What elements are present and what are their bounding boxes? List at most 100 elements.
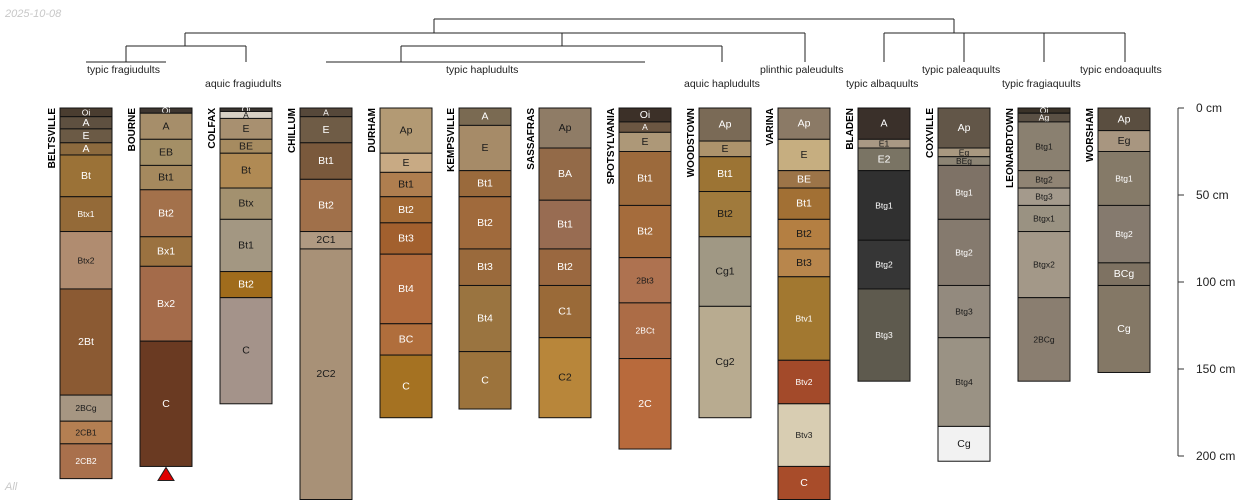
horizon-label: E2 [878, 153, 891, 165]
horizon-kempsville-4 [458, 248, 512, 286]
horizon-label: Eg [959, 147, 970, 157]
horizon-sassafras-5 [538, 337, 592, 419]
classification-label: aquic fragiudults [205, 78, 281, 90]
classification-label: typic paleaquults [922, 64, 1000, 76]
axis-tick-label: 50 cm [1196, 188, 1229, 202]
horizon-label: C2 [558, 372, 572, 384]
horizon-label: Bt2 [318, 199, 334, 211]
horizon-kempsville-5 [458, 284, 512, 353]
horizon-label: E1 [879, 139, 890, 149]
horizon-label: Ap [798, 118, 811, 130]
horizon-bourne-2 [139, 138, 193, 166]
horizon-label: Btgx1 [1033, 213, 1055, 223]
horizon-label: Btv1 [795, 314, 812, 324]
horizon-label: Btg3 [955, 307, 973, 317]
horizon-woodstown-3 [698, 191, 752, 238]
axis-tick-label: 0 cm [1196, 101, 1222, 115]
horizon-label: 2C [638, 398, 652, 410]
horizon-bourne-3 [139, 164, 193, 191]
horizon-chillum-5 [299, 248, 353, 500]
horizon-label: E [800, 149, 807, 161]
horizon-sassafras-0 [538, 107, 592, 149]
horizon-woodstown-2 [698, 156, 752, 193]
horizon-label: Btx [238, 198, 254, 210]
horizon-label: Bt1 [637, 172, 653, 184]
profile-sassafras: Ap BA Bt1 Bt2 C1 C2 SASSAFRAS [526, 107, 592, 419]
horizon-label: Btg1 [1035, 141, 1053, 151]
horizon-label: Bt4 [477, 313, 493, 325]
horizon-label: A [642, 122, 648, 132]
profile-woodstown: Ap E Bt1 Bt2 Cg1 Cg2 WOODSTOWN [686, 107, 752, 419]
horizon-leonardtown-5 [1017, 204, 1071, 233]
truncation-marker [157, 466, 175, 481]
horizon-durham-0 [379, 107, 433, 154]
horizon-label: BEg [956, 156, 972, 166]
horizon-spotsylvania-5 [618, 257, 672, 304]
classification-label: typic endoaquults [1080, 64, 1162, 76]
horizon-label: Bt2 [557, 261, 573, 273]
horizon-bladen-5 [857, 288, 911, 382]
horizon-label: Oi [1040, 106, 1049, 116]
horizon-label: BCg [1114, 268, 1135, 280]
horizon-label: Btx2 [77, 255, 94, 265]
horizon-woodstown-4 [698, 236, 752, 307]
profile-bladen: A E1 E2 Btg1 Btg2 Btg3 BLADEN [845, 107, 911, 382]
horizon-spotsylvania-3 [618, 151, 672, 206]
horizon-label: Btx1 [77, 209, 94, 219]
horizon-label: Bt1 [717, 168, 733, 180]
horizon-beltsville-8 [59, 394, 113, 422]
profile-worsham: Ap Eg Btg1 Btg2 BCg Cg WORSHAM [1085, 107, 1151, 373]
horizon-label: Bt2 [158, 207, 174, 219]
profile-name: WORSHAM [1085, 108, 1096, 162]
classification-label: aquic hapludults [684, 78, 760, 90]
horizon-label: C [242, 345, 250, 357]
horizon-kempsville-3 [458, 196, 512, 250]
profiles: OiAEABtBtx1Btx22Bt2BCg2CB12CB2BELTSVILLE… [47, 105, 1151, 500]
horizon-kempsville-2 [458, 170, 512, 198]
horizon-label: Ap [1118, 113, 1131, 125]
horizon-label: Bt1 [796, 198, 812, 210]
horizon-label: A [243, 110, 249, 120]
horizon-label: Bt2 [637, 226, 653, 238]
horizon-leonardtown-6 [1017, 231, 1071, 299]
horizon-sassafras-4 [538, 284, 592, 339]
horizon-woodstown-0 [698, 107, 752, 142]
horizon-spotsylvania-7 [618, 358, 672, 450]
horizon-label: C [481, 374, 489, 386]
horizon-leonardtown-7 [1017, 297, 1071, 382]
horizon-label: BE [239, 140, 253, 152]
classification-label: typic fragiudults [87, 64, 160, 76]
horizon-label: A [82, 143, 89, 155]
horizon-label: Ap [559, 122, 572, 134]
profile-name: VARINA [765, 108, 776, 146]
profile-name: COLFAX [207, 108, 218, 149]
horizon-label: A [880, 118, 887, 130]
horizon-bladen-3 [857, 170, 911, 241]
profile-bourne: Oi A EB Bt1 Bt2 Bx1 Bx2 C BOURNE [127, 106, 193, 481]
profile-name: KEMPSVILLE [446, 108, 457, 172]
horizon-bourne-4 [139, 189, 193, 238]
classification-label: typic fragiaquults [1002, 78, 1081, 90]
horizon-varina-9 [777, 465, 831, 500]
horizon-label: E [322, 124, 329, 136]
horizon-label: Oi [162, 106, 171, 116]
horizon-label: Btg2 [1115, 229, 1133, 239]
horizon-label: BC [399, 333, 414, 345]
horizon-label: EB [159, 146, 173, 158]
profile-name: BLADEN [845, 108, 856, 150]
horizon-varina-6 [777, 276, 831, 361]
horizon-label: Bx1 [157, 246, 175, 258]
horizon-label: Eg [1118, 135, 1131, 147]
horizon-label: 2C2 [316, 368, 335, 380]
horizon-spotsylvania-6 [618, 302, 672, 360]
horizon-label: E [402, 157, 409, 169]
horizon-coxville-4 [937, 218, 991, 286]
horizon-label: Btg2 [955, 247, 973, 257]
horizon-colfax-5 [219, 187, 273, 220]
horizon-label: Bt2 [398, 204, 414, 216]
horizon-beltsville-4 [59, 154, 113, 198]
